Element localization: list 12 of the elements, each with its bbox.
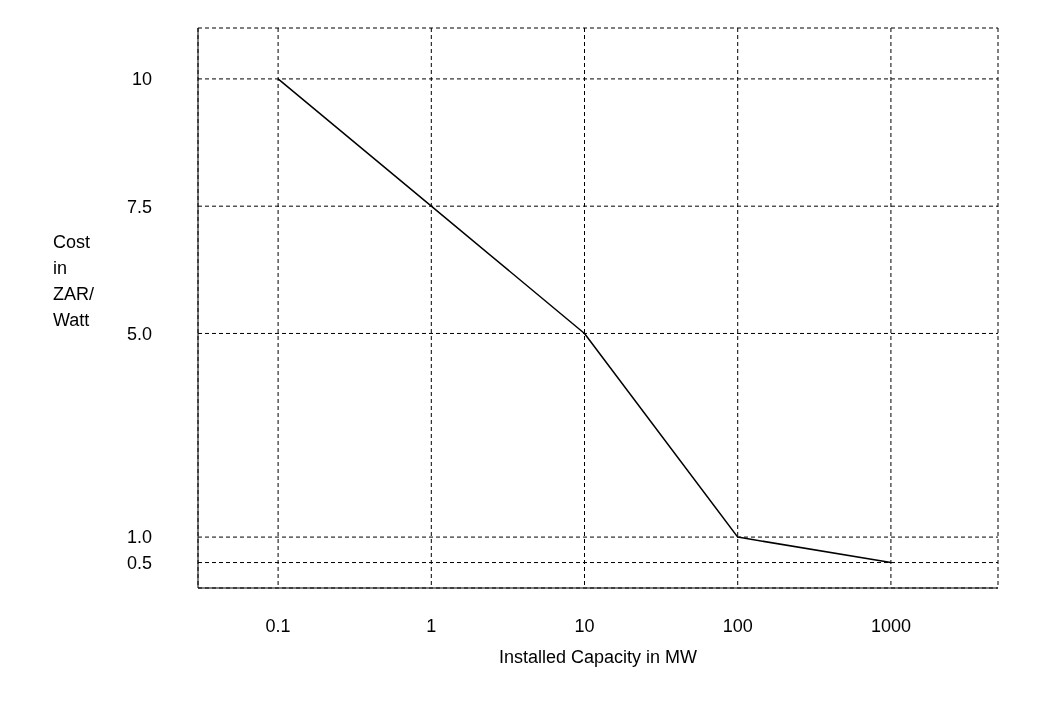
y-tick-label: 1.0 [126,527,152,548]
x-tick-label: 100 [722,615,753,636]
x-axis-title: Installed Capacity in MW [498,647,698,667]
y-tick-label: 5.0 [126,323,152,344]
y-tick-label: 0.5 [126,552,152,573]
x-tick-label: 10 [574,615,595,636]
x-tick-label: 1000 [870,615,911,636]
y-tick-label: 7.5 [126,196,152,217]
x-tick-label: 0.1 [265,615,291,636]
y-tick-label: 10 [131,69,152,90]
x-tick-label: 1 [426,615,437,636]
y-axis-title: Cost in ZAR/ Watt [53,232,95,330]
